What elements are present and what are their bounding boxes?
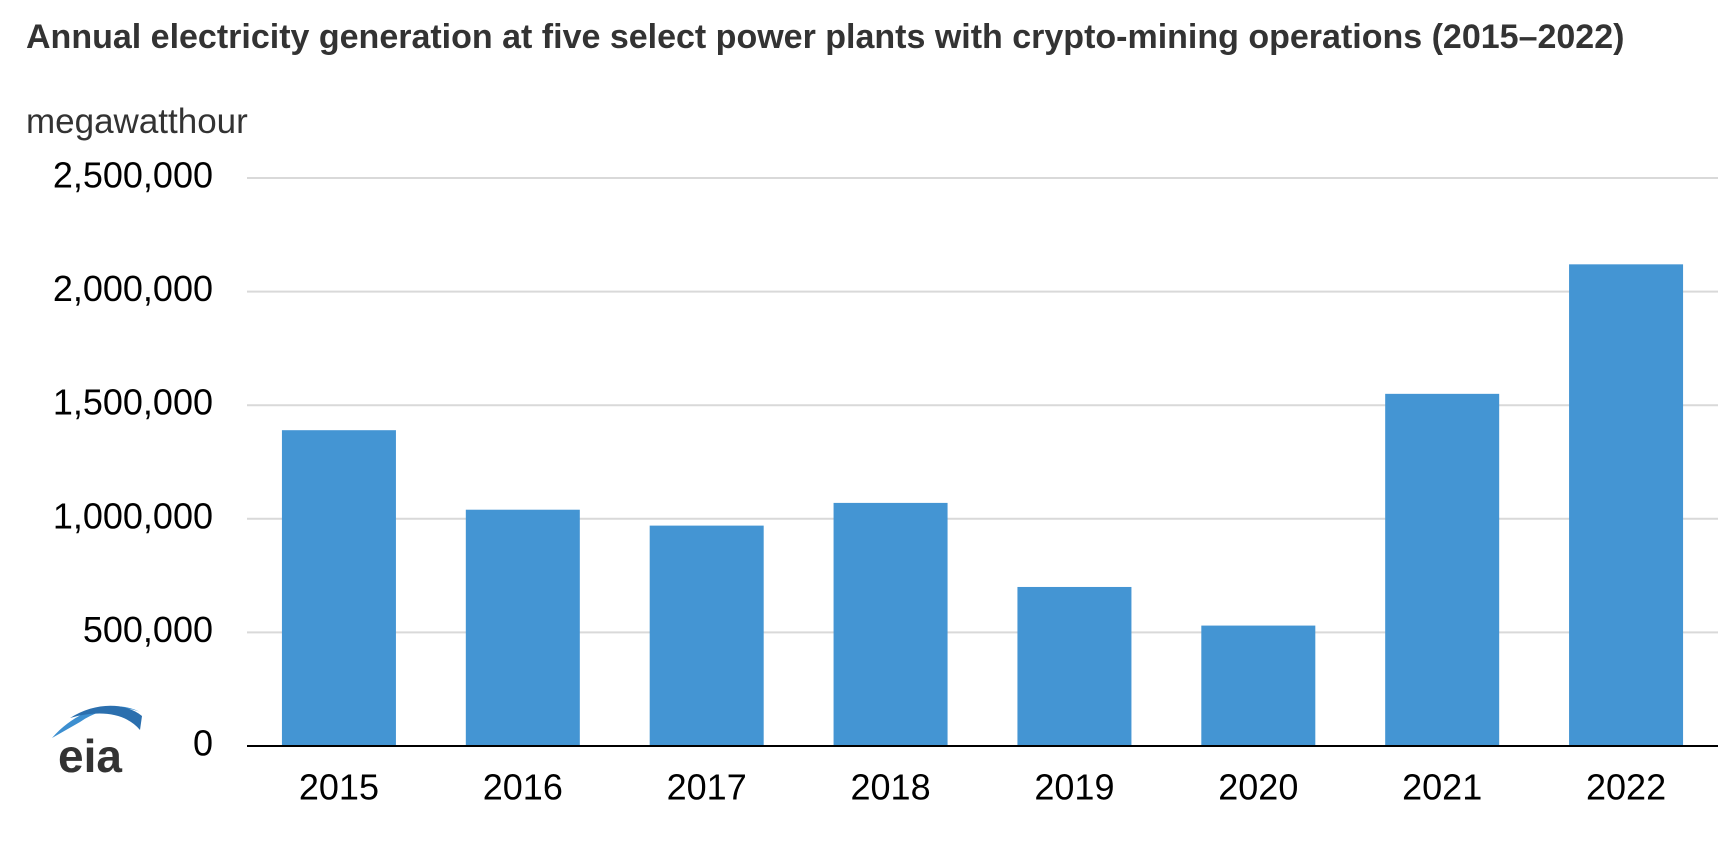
x-tick-label: 2019 xyxy=(1034,767,1114,808)
x-tick-label: 2015 xyxy=(299,767,379,808)
logo-text: eia xyxy=(58,730,122,782)
bar xyxy=(1201,625,1316,746)
x-tick-label: 2020 xyxy=(1218,767,1298,808)
bar xyxy=(833,502,948,746)
logo-swoosh-dark xyxy=(70,705,142,730)
x-tick-label: 2018 xyxy=(851,767,931,808)
y-tick-label: 1,000,000 xyxy=(53,495,213,536)
bar xyxy=(1017,586,1132,746)
y-tick-label: 2,000,000 xyxy=(53,268,213,309)
y-tick-label: 2,500,000 xyxy=(53,155,213,196)
chart-title: Annual electricity generation at five se… xyxy=(26,18,1625,56)
chart-subtitle: megawatthour xyxy=(26,102,248,141)
x-tick-label: 2022 xyxy=(1586,767,1666,808)
bar xyxy=(649,525,764,746)
x-tick-label: 2017 xyxy=(667,767,747,808)
y-tick-label: 500,000 xyxy=(83,609,213,650)
y-tick-label: 0 xyxy=(193,723,213,764)
bar xyxy=(1385,393,1500,746)
bar xyxy=(1569,264,1684,746)
bar xyxy=(281,430,396,746)
x-tick-label: 2021 xyxy=(1402,767,1482,808)
y-tick-label: 1,500,000 xyxy=(53,382,213,423)
bar xyxy=(465,509,580,746)
x-tick-label: 2016 xyxy=(483,767,563,808)
